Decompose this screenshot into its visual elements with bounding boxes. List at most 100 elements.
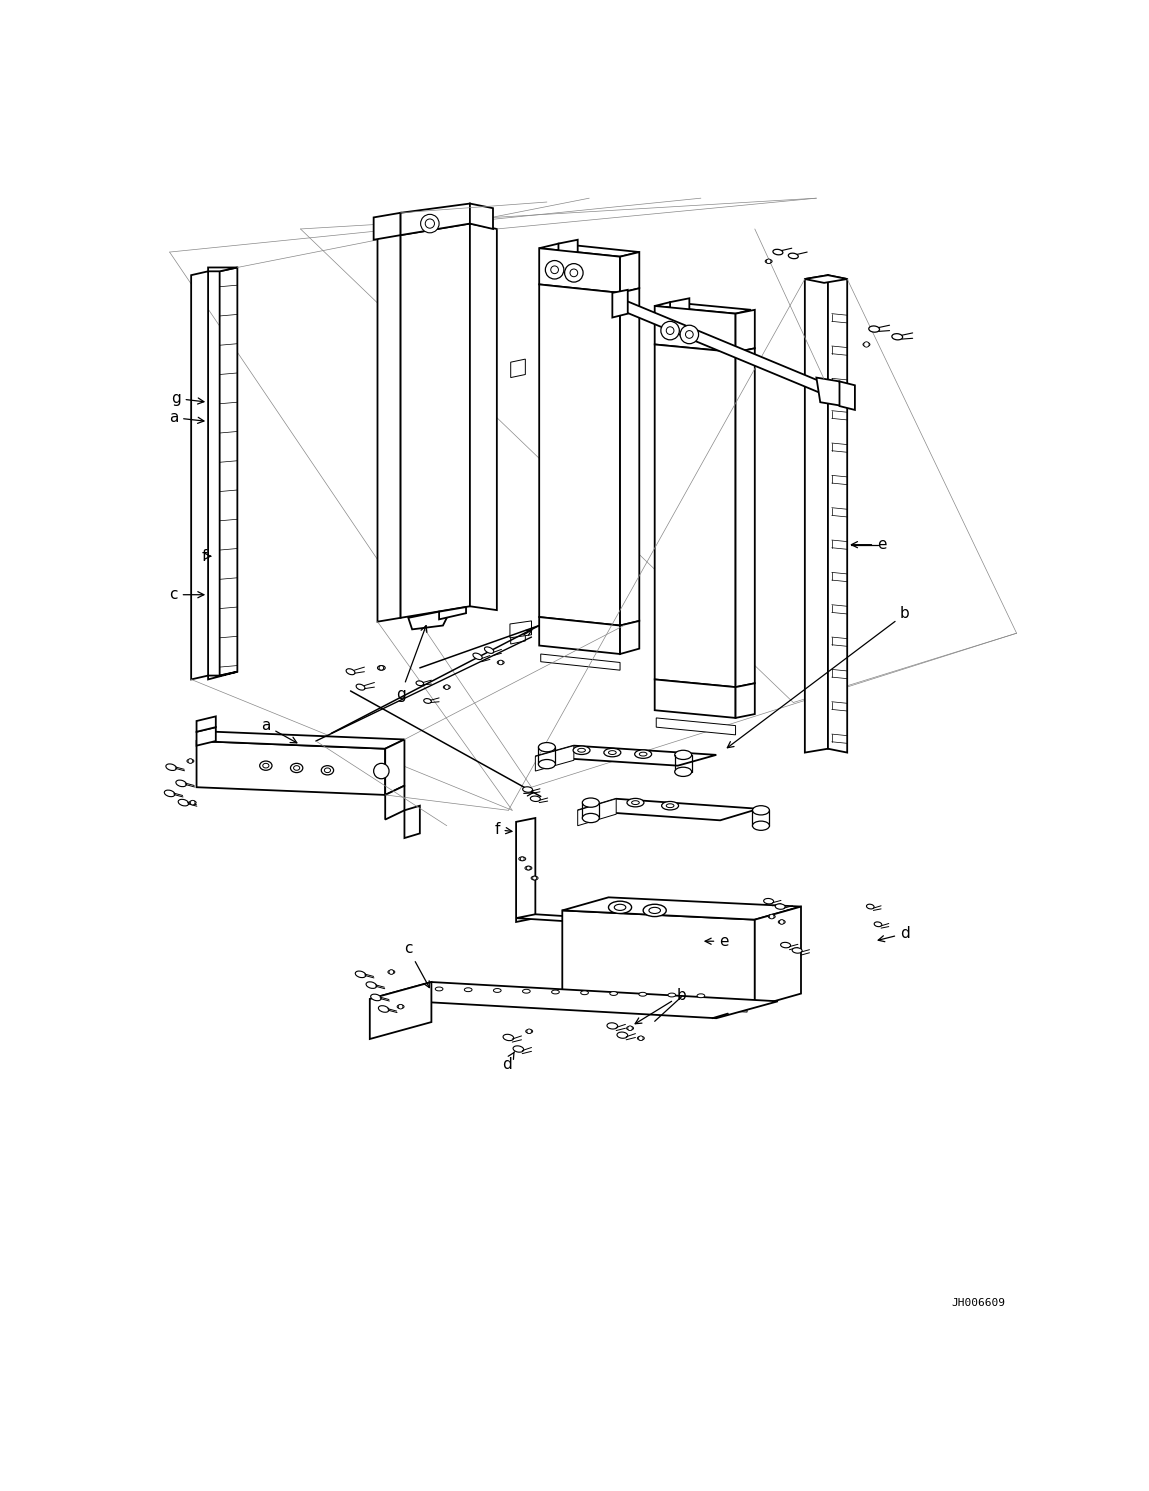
Ellipse shape: [573, 746, 591, 754]
Polygon shape: [404, 805, 419, 838]
Polygon shape: [655, 306, 735, 352]
Ellipse shape: [626, 1026, 633, 1030]
Ellipse shape: [473, 653, 483, 659]
Polygon shape: [408, 611, 447, 629]
Circle shape: [445, 684, 449, 689]
Polygon shape: [539, 243, 639, 256]
Polygon shape: [620, 288, 639, 626]
Polygon shape: [439, 607, 466, 619]
Polygon shape: [656, 719, 735, 735]
Polygon shape: [620, 252, 639, 292]
Circle shape: [526, 866, 531, 869]
Ellipse shape: [388, 971, 395, 974]
Polygon shape: [804, 276, 847, 283]
Polygon shape: [378, 233, 401, 622]
Polygon shape: [208, 672, 238, 680]
Ellipse shape: [378, 665, 385, 669]
Circle shape: [425, 219, 434, 228]
Text: JH006609: JH006609: [951, 1299, 1005, 1308]
Ellipse shape: [260, 760, 272, 771]
Circle shape: [533, 877, 537, 880]
Circle shape: [520, 857, 524, 860]
Circle shape: [550, 265, 558, 274]
Ellipse shape: [165, 763, 177, 771]
Circle shape: [864, 341, 869, 347]
Polygon shape: [470, 204, 493, 230]
Polygon shape: [735, 683, 755, 719]
Ellipse shape: [346, 669, 355, 675]
Ellipse shape: [765, 259, 772, 264]
Ellipse shape: [583, 798, 600, 807]
Ellipse shape: [263, 763, 269, 768]
Circle shape: [399, 1005, 403, 1009]
Polygon shape: [196, 728, 216, 746]
Circle shape: [639, 1036, 643, 1041]
Ellipse shape: [615, 904, 626, 911]
Polygon shape: [558, 240, 578, 256]
Circle shape: [379, 665, 384, 669]
Ellipse shape: [291, 763, 303, 772]
Circle shape: [627, 1026, 632, 1030]
Polygon shape: [373, 213, 401, 240]
Ellipse shape: [639, 993, 647, 996]
Polygon shape: [370, 983, 431, 1039]
Text: d: d: [502, 1051, 515, 1072]
Ellipse shape: [609, 901, 632, 914]
Ellipse shape: [519, 857, 526, 860]
Ellipse shape: [674, 750, 692, 759]
Text: e: e: [705, 933, 728, 948]
Ellipse shape: [416, 681, 424, 686]
Ellipse shape: [525, 866, 532, 869]
Polygon shape: [385, 740, 404, 795]
Ellipse shape: [638, 1036, 645, 1041]
Text: d: d: [878, 926, 910, 942]
Polygon shape: [370, 983, 778, 1018]
Ellipse shape: [164, 790, 175, 796]
Ellipse shape: [764, 899, 773, 904]
Ellipse shape: [176, 780, 186, 787]
Polygon shape: [562, 898, 801, 920]
Ellipse shape: [610, 992, 617, 996]
Ellipse shape: [435, 987, 444, 992]
Ellipse shape: [378, 1006, 388, 1012]
Polygon shape: [840, 382, 855, 410]
Polygon shape: [196, 732, 404, 748]
Polygon shape: [401, 224, 470, 617]
Ellipse shape: [697, 994, 704, 997]
Polygon shape: [516, 914, 597, 921]
Circle shape: [546, 261, 564, 279]
Ellipse shape: [324, 768, 331, 772]
Polygon shape: [401, 204, 470, 236]
Ellipse shape: [617, 1032, 627, 1038]
Ellipse shape: [769, 914, 776, 918]
Circle shape: [770, 914, 774, 918]
Text: g: g: [395, 626, 427, 702]
Ellipse shape: [609, 750, 616, 754]
Ellipse shape: [578, 748, 585, 751]
Ellipse shape: [367, 983, 377, 989]
Ellipse shape: [293, 766, 300, 771]
Ellipse shape: [583, 814, 600, 823]
Ellipse shape: [503, 1035, 514, 1041]
Ellipse shape: [776, 904, 785, 910]
Polygon shape: [510, 620, 532, 638]
Ellipse shape: [356, 684, 365, 690]
Circle shape: [499, 661, 503, 665]
Text: b: b: [635, 987, 686, 1024]
Circle shape: [779, 920, 784, 924]
Ellipse shape: [464, 989, 472, 992]
Circle shape: [564, 264, 583, 282]
Polygon shape: [470, 224, 496, 610]
Ellipse shape: [531, 877, 538, 880]
Ellipse shape: [178, 799, 188, 807]
Text: f: f: [201, 549, 210, 564]
Ellipse shape: [668, 993, 676, 997]
Polygon shape: [735, 349, 755, 687]
Ellipse shape: [523, 787, 533, 792]
Ellipse shape: [666, 804, 674, 808]
Ellipse shape: [607, 1023, 618, 1029]
Ellipse shape: [539, 759, 555, 769]
Polygon shape: [539, 248, 620, 292]
Ellipse shape: [778, 920, 785, 924]
Polygon shape: [578, 799, 758, 820]
